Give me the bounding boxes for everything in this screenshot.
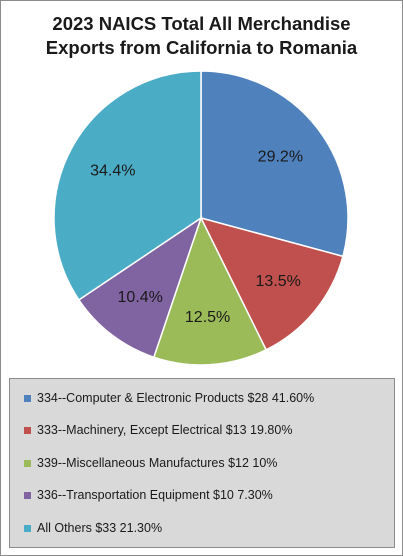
legend-item-all-others: All Others $33 21.30% xyxy=(24,520,162,536)
slice-computer-electronic xyxy=(200,70,349,258)
legend-label: 336--Transportation Equipment $10 7.30% xyxy=(37,488,273,502)
legend-label: All Others $33 21.30% xyxy=(37,521,163,535)
data-label: 29.2% xyxy=(258,149,303,166)
data-label: 12.5% xyxy=(185,309,230,326)
legend-item-computer-electronic: 334--Computer & Electronic Products $28 … xyxy=(24,390,314,406)
chart-title: 2023 NAICS Total All Merchandise Exports… xyxy=(0,12,403,60)
legend-label: 334--Computer & Electronic Products $28 … xyxy=(37,391,315,405)
slice-transportation xyxy=(77,216,203,359)
legend-swatch xyxy=(24,459,31,467)
legend-item-transportation: 336--Transportation Equipment $10 7.30% xyxy=(24,487,273,503)
data-label: 34.4% xyxy=(90,162,135,179)
legend-item-machinery: 333--Machinery, Except Electrical $13 19… xyxy=(24,422,292,438)
legend-label: 333--Machinery, Except Electrical $13 19… xyxy=(37,423,293,437)
chart-title-line-1: 2023 NAICS Total All Merchandise xyxy=(52,13,351,34)
data-label: 13.5% xyxy=(256,273,301,290)
slice-machinery xyxy=(199,216,344,351)
data-label: 10.4% xyxy=(118,289,163,306)
legend-swatch xyxy=(24,524,31,532)
legend-swatch xyxy=(24,426,31,434)
legend-item-miscellaneous: 339--Miscellaneous Manufactures $12 10% xyxy=(24,455,277,471)
legend-swatch xyxy=(24,491,31,499)
slice-miscellaneous xyxy=(152,216,268,366)
legend-label: 339--Miscellaneous Manufactures $12 10% xyxy=(37,456,278,470)
chart-legend: 334--Computer & Electronic Products $28 … xyxy=(9,378,395,548)
slice-all-others xyxy=(53,70,202,301)
chart-title-line-2: Exports from California to Romania xyxy=(45,37,358,58)
legend-swatch xyxy=(24,394,31,402)
